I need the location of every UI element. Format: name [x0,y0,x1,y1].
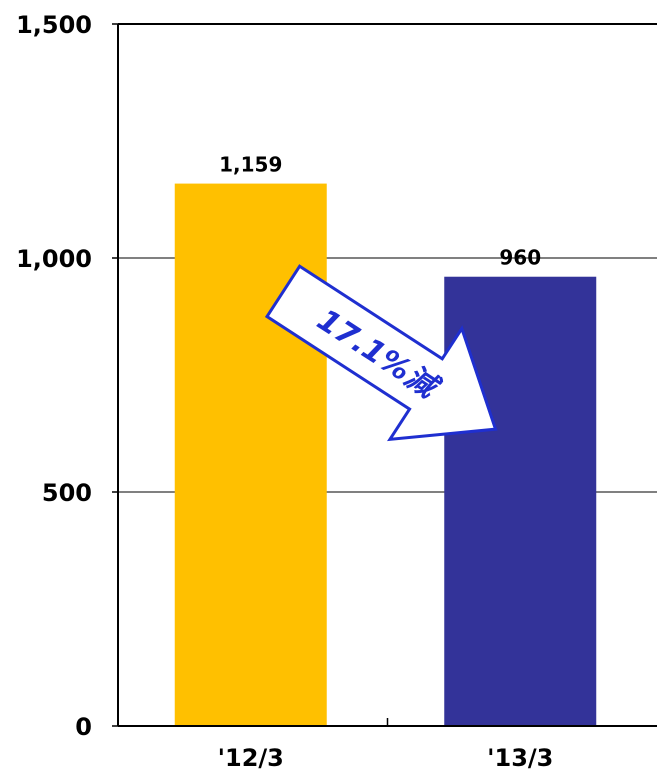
y-tick-labels: 0 500 1,000 1,500 [16,11,92,741]
x-tick-labels: '12/3 '13/3 [218,744,554,772]
data-label: 960 [499,246,541,270]
y-tick-label: 1,000 [16,245,92,273]
reduction-arrow [264,264,498,442]
data-label: 1,159 [219,153,282,177]
y-tick-label: 1,500 [16,11,92,39]
x-tick-label: '12/3 [218,744,284,772]
data-labels: 1,159 960 [219,153,541,270]
y-tick-label: 500 [42,479,92,507]
axes [112,23,657,727]
y-tick-label: 0 [75,713,92,741]
x-tick-label: '13/3 [487,744,553,772]
bar-1 [174,183,327,726]
